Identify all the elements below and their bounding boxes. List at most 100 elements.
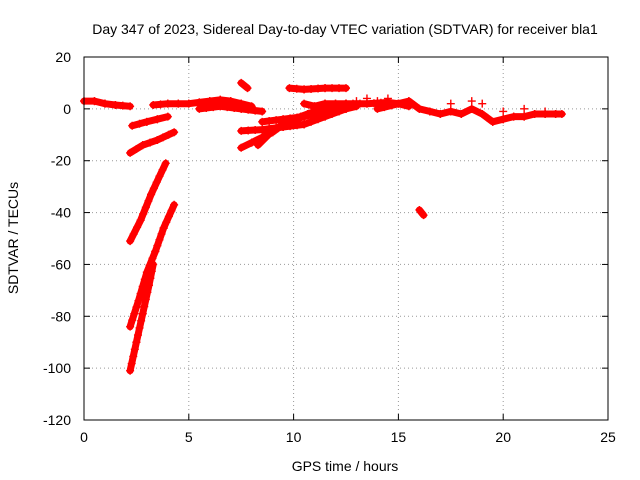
data-point	[352, 97, 361, 106]
data-point	[223, 103, 232, 112]
data-point	[147, 190, 156, 199]
data-point	[157, 229, 166, 238]
data-point	[135, 323, 144, 332]
data-point	[274, 123, 283, 132]
data-point	[307, 110, 316, 119]
data-point	[258, 117, 267, 126]
data-point	[244, 105, 253, 114]
data-point	[269, 126, 278, 135]
plot-frame	[83, 56, 609, 421]
data-point	[100, 99, 109, 108]
data-point	[133, 331, 142, 340]
y-tick-label: 20	[55, 49, 71, 65]
data-point	[286, 114, 295, 123]
x-tick-label: 0	[80, 429, 88, 445]
data-point	[153, 241, 162, 250]
data-point	[237, 143, 246, 152]
data-point	[174, 99, 183, 108]
data-point	[321, 84, 330, 93]
data-point	[425, 107, 434, 116]
data-point	[146, 274, 155, 283]
data-point	[137, 316, 146, 325]
data-point	[243, 84, 252, 93]
data-point	[520, 104, 529, 113]
data-point	[170, 128, 179, 137]
data-point	[209, 103, 218, 112]
data-point	[132, 303, 141, 312]
data-point	[253, 141, 262, 150]
data-point	[314, 109, 323, 118]
y-tick-label: -80	[51, 308, 71, 324]
y-tick-label: -40	[51, 205, 71, 221]
y-tick-label: -60	[51, 256, 71, 272]
data-point	[128, 121, 137, 130]
data-point	[153, 115, 162, 124]
data-point	[158, 133, 167, 142]
data-point	[530, 110, 539, 119]
data-point	[314, 84, 323, 93]
data-point	[251, 106, 260, 115]
data-point	[155, 172, 164, 181]
data-point	[509, 112, 518, 121]
data-point	[149, 260, 158, 269]
data-point	[258, 125, 267, 134]
data-point	[129, 352, 138, 361]
y-axis-label: SDTVAR / TECUs	[5, 182, 21, 294]
data-point	[126, 366, 135, 375]
data-points	[80, 78, 566, 375]
data-point	[404, 97, 413, 106]
data-point	[128, 316, 137, 325]
data-point	[394, 99, 403, 108]
data-point	[163, 112, 172, 121]
data-point	[300, 99, 309, 108]
data-point	[331, 99, 340, 108]
data-point	[144, 196, 153, 205]
data-point	[164, 212, 173, 221]
data-point	[159, 224, 168, 233]
data-point	[457, 110, 466, 119]
data-point	[436, 110, 445, 119]
data-point	[133, 223, 142, 232]
data-point	[111, 100, 120, 109]
data-point	[446, 99, 455, 108]
data-point	[300, 120, 309, 129]
data-point	[139, 209, 148, 218]
data-point	[146, 138, 155, 147]
data-point	[138, 141, 147, 150]
data-point	[373, 104, 382, 113]
data-point	[383, 94, 392, 103]
data-point	[136, 216, 145, 225]
data-point	[202, 103, 211, 112]
data-point	[557, 110, 566, 119]
data-point	[387, 101, 396, 110]
data-point	[143, 288, 152, 297]
data-point	[126, 237, 135, 246]
data-point	[170, 200, 179, 209]
data-point	[147, 267, 156, 276]
data-point	[342, 99, 350, 108]
data-point	[142, 117, 151, 126]
data-point	[373, 97, 382, 106]
data-point	[127, 359, 136, 368]
data-track	[149, 96, 256, 110]
data-point	[132, 145, 141, 154]
data-point	[300, 85, 309, 94]
data-point	[118, 101, 127, 110]
data-point	[342, 84, 350, 93]
data-point	[90, 97, 99, 106]
data-point	[158, 165, 167, 174]
data-point	[164, 130, 173, 139]
x-axis-label: GPS time / hours	[292, 458, 399, 474]
data-point	[126, 148, 135, 157]
data-point	[446, 107, 455, 116]
data-point	[195, 104, 204, 113]
data-point	[140, 302, 149, 311]
data-point	[136, 289, 145, 298]
x-tick-label: 10	[286, 429, 302, 445]
data-point	[130, 345, 139, 354]
data-point	[144, 281, 153, 290]
data-point	[272, 116, 281, 125]
data-point	[230, 103, 239, 112]
chart-title: Day 347 of 2023, Sidereal Day-to-day VTE…	[92, 21, 598, 37]
